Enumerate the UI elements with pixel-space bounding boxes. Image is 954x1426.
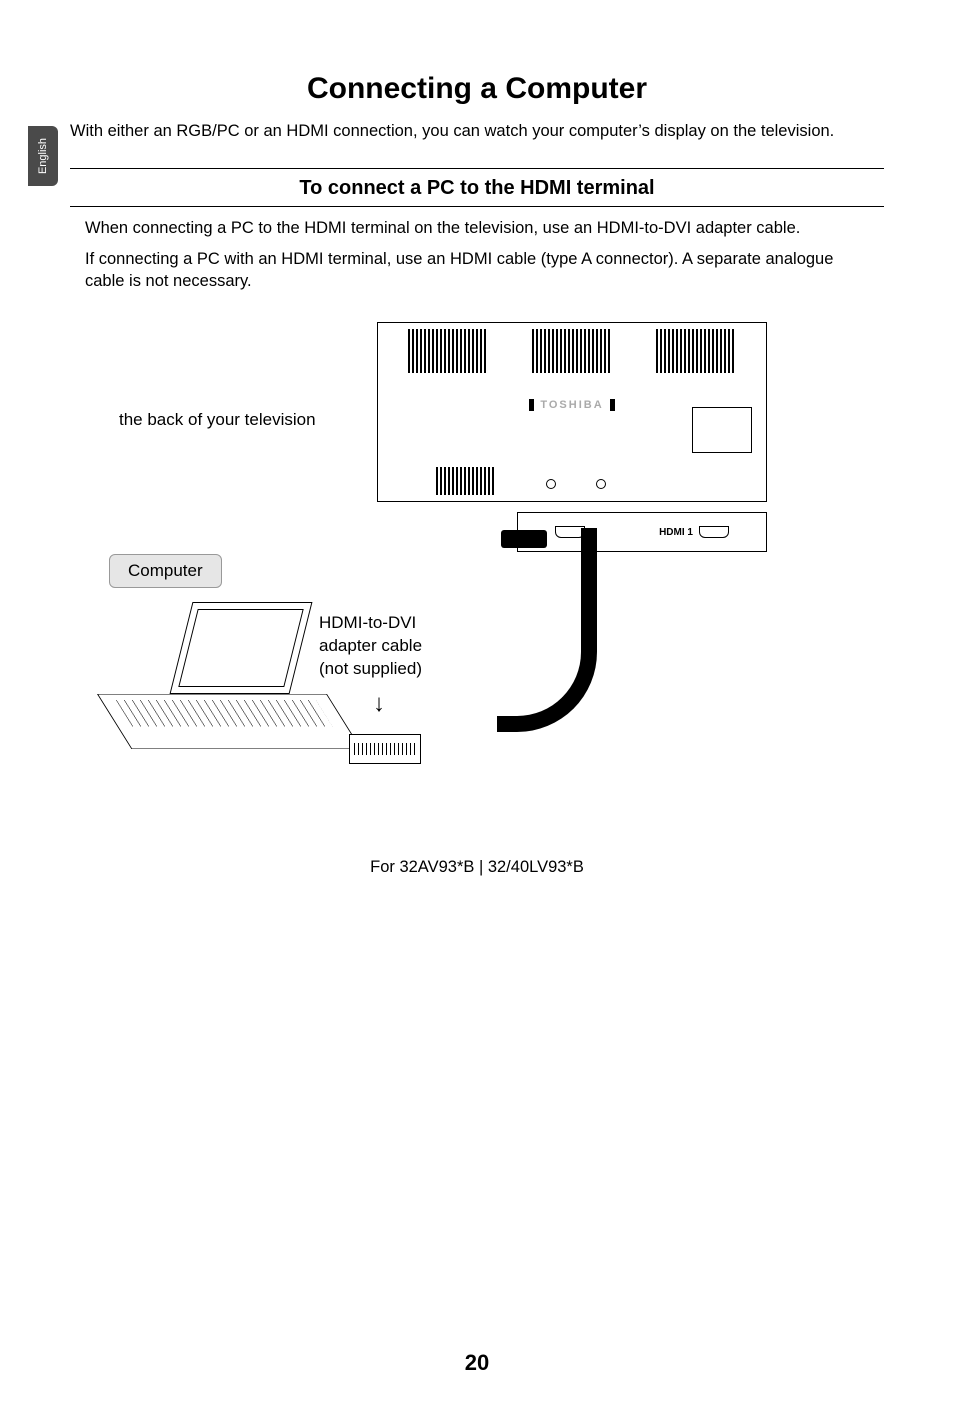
- description-line-1: When connecting a PC to the HDMI termina…: [85, 217, 869, 239]
- screw-circle-icon: [546, 479, 556, 489]
- arrow-down-icon: ↓: [373, 690, 385, 718]
- section-subheading: To connect a PC to the HDMI terminal: [70, 177, 884, 200]
- section-rule-top: [70, 168, 884, 169]
- model-reference-line: For 32AV93*B | 32/40LV93*B: [0, 858, 954, 877]
- connection-diagram: the back of your television Computer HDM…: [87, 322, 867, 842]
- language-label: English: [37, 138, 49, 174]
- hdmi-port-group: HDMI 1: [659, 526, 729, 538]
- computer-label-chip: Computer: [109, 554, 222, 588]
- vent-strip: [436, 467, 496, 495]
- vent-block: [408, 329, 488, 373]
- vent-block: [532, 329, 612, 373]
- dvi-connector-illustration: [337, 722, 437, 782]
- tv-rear-panel-illustration: TOSHIBA: [377, 322, 767, 502]
- hdmi-cable-illustration: [427, 542, 597, 762]
- laptop-base: [97, 694, 361, 749]
- laptop-illustration: [97, 602, 347, 822]
- intro-paragraph: With either an RGB/PC or an HDMI connect…: [70, 120, 884, 142]
- dvi-connector-body: [349, 734, 421, 764]
- tv-io-panel: [692, 407, 752, 453]
- dvi-pin-array: [354, 743, 416, 755]
- laptop-keyboard: [116, 700, 332, 726]
- vent-block: [656, 329, 736, 373]
- page-title: Connecting a Computer: [0, 72, 954, 106]
- tv-brand-label: TOSHIBA: [529, 399, 614, 411]
- hdmi-port-icon: [699, 526, 729, 538]
- tv-vent-row: [408, 329, 736, 373]
- section-rule-bottom: [70, 206, 884, 207]
- laptop-screen-inner: [178, 609, 303, 687]
- tv-back-label: the back of your television: [119, 410, 316, 430]
- tv-bottom-detail: [436, 453, 696, 495]
- cable-path: [497, 528, 597, 732]
- description-line-2: If connecting a PC with an HDMI terminal…: [85, 248, 869, 293]
- screw-circle-icon: [596, 479, 606, 489]
- language-side-tab: English: [28, 126, 58, 186]
- laptop-screen: [170, 602, 313, 694]
- hdmi-port-label: HDMI 1: [659, 527, 693, 538]
